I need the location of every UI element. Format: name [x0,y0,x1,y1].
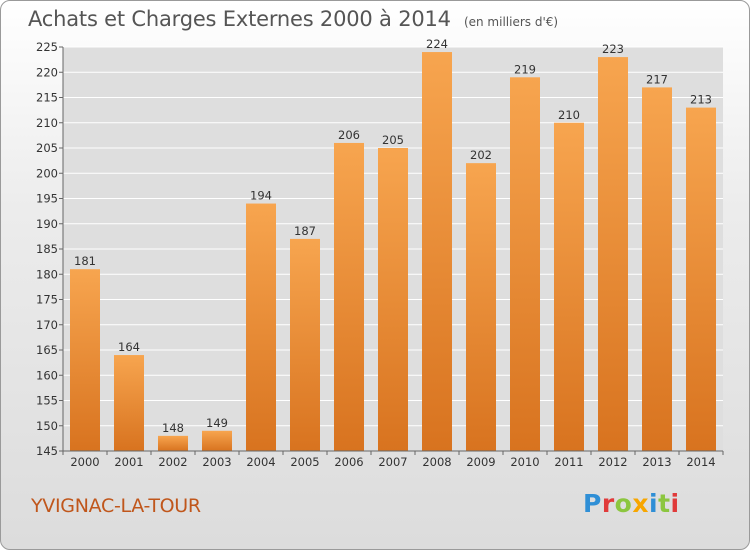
bar [334,142,364,451]
y-tick-label: 155 [36,394,58,408]
logo-letter: o [614,489,633,518]
bar [510,77,540,452]
logo-letter: x [632,489,649,518]
y-tick-label: 205 [36,141,58,155]
bar-value-label: 224 [426,37,448,51]
x-tick-label: 2008 [422,455,451,469]
bar [290,238,320,451]
y-tick-label: 185 [36,242,58,256]
x-tick-label: 2009 [466,455,495,469]
logo-letter: t [658,489,671,518]
logo-letter: i [670,489,680,518]
y-tick-label: 215 [36,91,58,105]
bar-value-label: 217 [646,72,668,86]
x-tick-label: 2001 [114,455,143,469]
x-tick-label: 2013 [642,455,671,469]
logo-letter: r [601,489,615,518]
bar [246,203,276,451]
chart-unit-note: (en milliers d'€) [463,15,559,29]
bar-value-label: 213 [690,93,712,107]
x-tick-label: 2011 [554,455,583,469]
y-tick-label: 175 [36,293,58,307]
x-tick-label: 2005 [290,455,319,469]
bar-value-label: 202 [470,148,492,162]
x-tick-label: 2000 [70,455,99,469]
x-tick-label: 2006 [334,455,363,469]
bar-value-label: 206 [338,128,360,142]
x-tick-label: 2002 [158,455,187,469]
bar-value-label: 223 [602,42,624,56]
bar-value-label: 149 [206,416,228,430]
y-tick-label: 210 [36,116,58,130]
bar [554,122,584,451]
bar [422,52,452,452]
bar-value-label: 148 [162,421,184,435]
bar [378,148,408,451]
bar-value-label: 194 [250,189,272,203]
y-tick-label: 190 [36,217,58,231]
y-tick-label: 150 [36,419,58,433]
y-tick-label: 160 [36,368,58,382]
bar [642,87,672,452]
y-tick-label: 220 [36,65,58,79]
bar [70,269,100,451]
chart-title: Achats et Charges Externes 2000 à 2014 [28,7,451,31]
logo-letter: P [583,489,602,518]
bar [158,435,188,451]
y-tick-label: 195 [36,192,58,206]
bar [598,57,628,451]
town-name: YVIGNAC-LA-TOUR [31,495,201,517]
x-tick-label: 2012 [598,455,627,469]
x-tick-label: 2010 [510,455,539,469]
bar [202,430,232,451]
x-tick-label: 2014 [686,455,715,469]
x-tick-label: 2003 [202,455,231,469]
bar [114,355,144,451]
x-tick-label: 2004 [246,455,275,469]
bar-value-label: 187 [294,224,316,238]
y-tick-label: 170 [36,318,58,332]
bar [686,107,716,451]
bar-value-label: 210 [558,108,580,122]
chart-title-row: Achats et Charges Externes 2000 à 2014 (… [28,7,558,31]
y-tick-label: 200 [36,166,58,180]
bar [466,163,496,451]
bar-value-label: 205 [382,133,404,147]
y-tick-label: 145 [36,444,58,458]
logo-letter: i [649,489,659,518]
y-tick-label: 165 [36,343,58,357]
bar-value-label: 219 [514,62,536,76]
x-tick-label: 2007 [378,455,407,469]
proxiti-logo: Proxiti [583,489,680,518]
bar-value-label: 164 [118,340,140,354]
bar-value-label: 181 [74,254,96,268]
y-tick-label: 225 [36,40,58,54]
y-tick-label: 180 [36,267,58,281]
